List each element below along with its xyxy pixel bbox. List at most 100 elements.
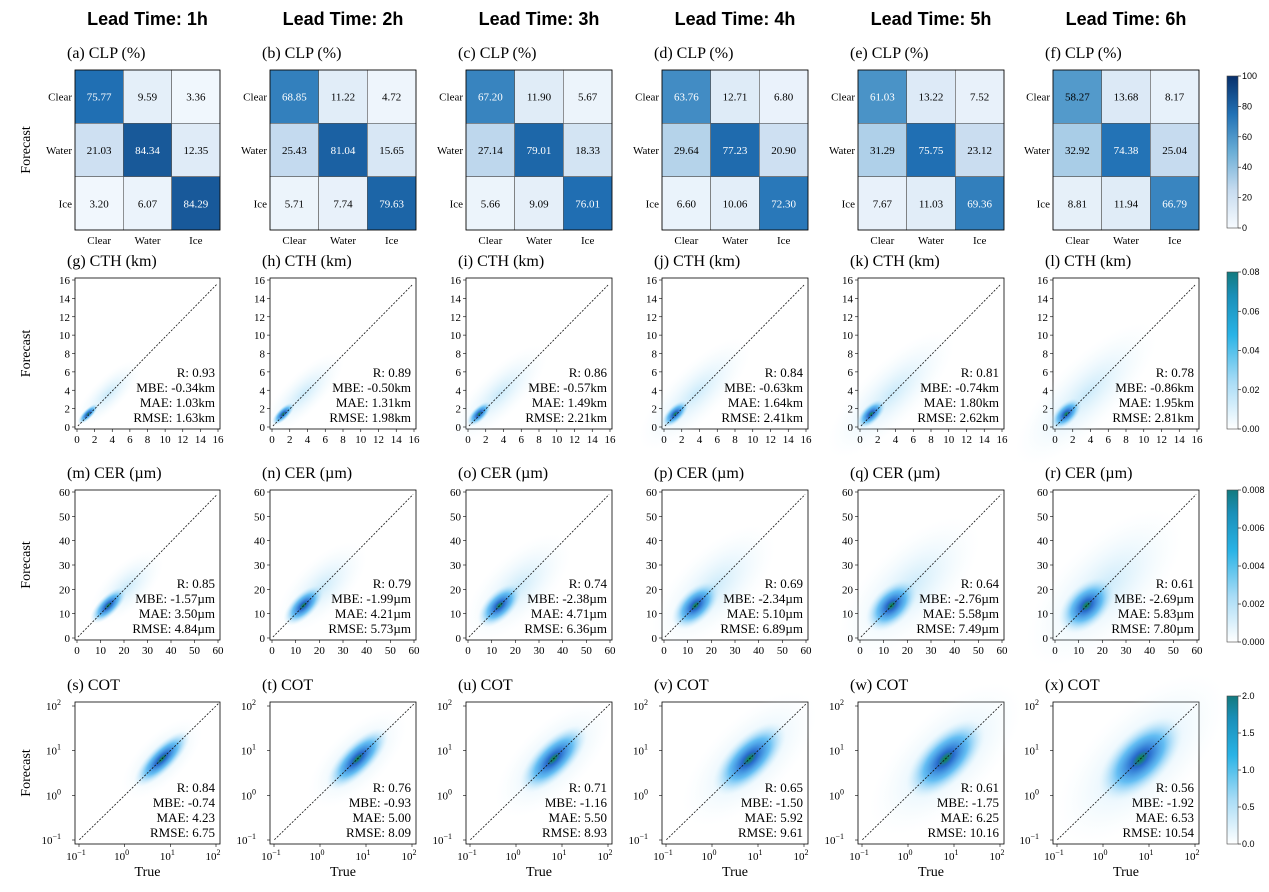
clp-colorbar-tick-label: 100	[1242, 71, 1257, 81]
cth-x-tick-label: 6	[1106, 434, 1112, 446]
clp-col-label: Clear	[282, 235, 306, 247]
cth-y-tick-label: 4	[848, 385, 854, 397]
clp-cell-value: 72.30	[771, 198, 796, 210]
cth-x-tick-label: 6	[911, 434, 917, 446]
cth-y-tick-label: 6	[456, 367, 462, 379]
clp-col-label: Water	[330, 235, 356, 247]
cot-x-tick-exp: 0	[1104, 848, 1108, 857]
clp-col-label: Water	[135, 235, 161, 247]
cer-y-tick-label: 20	[450, 584, 462, 596]
cot-y-tick-label: 101	[633, 743, 648, 758]
cot-y-tick-exp: 2	[448, 698, 452, 707]
cot-y-tick-label: 102	[46, 698, 61, 713]
cot-y-tick-label: 10−1	[824, 832, 844, 847]
clp-col-label: Clear	[478, 235, 502, 247]
clp-cell	[1101, 69, 1151, 124]
cer-x-tick-label: 10	[95, 645, 107, 657]
clp-title-6: (f) CLP (%)	[1045, 45, 1122, 62]
cot-title-6: (x) COT	[1045, 677, 1100, 694]
cot-x-tick-label: 102	[794, 848, 809, 863]
lead-time-header-4: Lead Time: 4h	[675, 9, 796, 29]
cer-stat: MAE: 5.10µm	[727, 606, 803, 621]
cth-stat: R: 0.86	[569, 365, 608, 380]
clp-cell	[74, 123, 124, 177]
cth-x-tick-label: 2	[287, 434, 293, 446]
cth-y-tick-label: 14	[450, 293, 462, 305]
cot-y-tick-exp: 0	[252, 787, 256, 796]
cth-x-tick-label: 6	[519, 434, 525, 446]
cth-stat: R: 0.84	[765, 365, 804, 380]
cer-x-tick-label: 30	[1121, 645, 1133, 657]
cot-colorbar-tick-label: 2.0	[1242, 691, 1255, 701]
cer-y-tick-label: 30	[646, 560, 658, 572]
clp-row-label: Ice	[450, 198, 464, 210]
cer-x-tick-label: 0	[74, 645, 80, 657]
cer-identity-line	[664, 494, 806, 638]
cth-y-tick-label: 6	[1043, 367, 1049, 379]
cer-title-1: (m) CER (µm)	[67, 465, 162, 482]
cth-x-tick-label: 2	[483, 434, 489, 446]
cth-x-tick-label: 8	[928, 434, 934, 446]
cot-x-tick-label: 101	[356, 848, 371, 863]
cot-y-tick-label: 101	[829, 743, 844, 758]
cer-stat: MBE: -1.57µm	[135, 591, 215, 606]
cot-title-2: (t) COT	[262, 677, 313, 694]
cot-y-tick-label: 100	[437, 787, 452, 802]
cot-x-tick-exp: 1	[171, 848, 175, 857]
clp-cell-value: 75.77	[87, 92, 112, 104]
cth-y-tick-label: 6	[260, 367, 266, 379]
cth-y-tick-label: 0	[260, 422, 266, 434]
clp-frame	[74, 69, 221, 231]
cot-colorbar	[1226, 695, 1239, 845]
cth-stat: MAE: 1.49km	[532, 395, 607, 410]
cth-y-tick-label: 2	[848, 404, 854, 416]
cth-x-tick-label: 10	[355, 434, 367, 446]
clp-col-label: Ice	[189, 235, 203, 247]
cer-x-tick-label: 10	[290, 645, 302, 657]
cth-colorbar-tick-label: 0.06	[1242, 306, 1260, 316]
cot-y-tick-label: 100	[829, 787, 844, 802]
cer-x-tick-label: 30	[338, 645, 350, 657]
cot-stat: MAE: 5.92	[745, 810, 804, 825]
cot-x-tick-exp: 2	[413, 848, 417, 857]
cth-y-tick-label: 6	[652, 367, 658, 379]
cth-stat: RMSE: 2.62km	[917, 410, 999, 425]
clp-title-5: (e) CLP (%)	[850, 45, 929, 62]
clp-row-label: Water	[633, 145, 659, 157]
cot-y-tick-exp: 0	[57, 787, 61, 796]
clp-colorbar-tick-label: 60	[1242, 132, 1252, 142]
cth-x-tick-label: 14	[1174, 434, 1186, 446]
cer-x-tick-label: 60	[409, 645, 421, 657]
cer-x-tick-label: 20	[119, 645, 131, 657]
clp-cell	[563, 69, 613, 124]
cot-y-tick-exp: 2	[252, 698, 256, 707]
cot-y-tick-label: 100	[46, 787, 61, 802]
cth-stat: MBE: -0.50km	[332, 380, 411, 395]
cer-x-tick-label: 60	[801, 645, 813, 657]
cot-forecast-label: Forecast	[19, 749, 34, 797]
cer-x-tick-label: 0	[857, 645, 863, 657]
cer-x-tick-label: 40	[949, 645, 961, 657]
cer-y-tick-label: 30	[450, 560, 462, 572]
clp-cell	[514, 123, 564, 177]
cth-stat: R: 0.89	[373, 365, 411, 380]
cth-y-tick-label: 10	[254, 330, 266, 342]
cot-x-tick-exp: 1	[367, 848, 371, 857]
cth-x-tick-label: 0	[269, 434, 275, 446]
cth-x-tick-label: 16	[801, 434, 813, 446]
cer-stat: RMSE: 6.36µm	[524, 621, 607, 636]
cth-y-tick-label: 2	[652, 404, 658, 416]
clp-row-label: Clear	[831, 92, 855, 104]
cth-x-tick-label: 14	[195, 434, 207, 446]
cot-stat: MBE: -1.92	[1132, 795, 1194, 810]
cer-x-tick-label: 0	[465, 645, 471, 657]
cot-y-tick-label: 10−1	[628, 832, 648, 847]
cer-y-tick-label: 20	[254, 584, 266, 596]
cth-x-tick-label: 2	[1070, 434, 1076, 446]
cot-x-tick-label: 102	[990, 848, 1005, 863]
cer-y-tick-label: 40	[1037, 536, 1049, 548]
cer-y-tick-label: 30	[254, 560, 266, 572]
cer-y-tick-label: 0	[848, 633, 854, 645]
clp-cell	[1052, 176, 1102, 231]
cth-y-tick-label: 4	[1043, 385, 1049, 397]
